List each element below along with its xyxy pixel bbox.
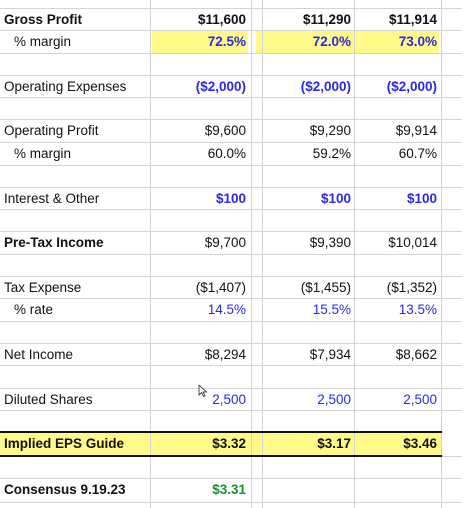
diluted-shares-cell[interactable]: 2,500 <box>317 392 351 407</box>
tax-rate-cell[interactable]: 13.5% <box>398 302 437 317</box>
tax-expense-cell[interactable]: ($1,407) <box>195 280 246 295</box>
interest-other-label: Interest & Other <box>4 191 100 206</box>
gridline <box>0 165 462 166</box>
gridline <box>0 276 462 277</box>
gridline <box>0 388 462 389</box>
operating-margin-cell[interactable]: 59.2% <box>312 146 351 161</box>
consensus-cell[interactable]: $3.31 <box>212 482 246 497</box>
interest-other-cell[interactable]: $100 <box>215 191 246 206</box>
implied-eps-cell[interactable]: $3.17 <box>317 436 351 451</box>
interest-other-cell[interactable]: $100 <box>406 191 437 206</box>
gridline <box>0 298 462 299</box>
eps-top-border <box>0 431 442 433</box>
gridline <box>441 0 442 508</box>
operating-expenses-cell[interactable]: ($2,000) <box>195 79 246 94</box>
gridline <box>0 30 462 31</box>
implied-eps-cell[interactable]: $3.32 <box>212 436 246 451</box>
margin-highlight-band <box>256 31 352 53</box>
gross-profit-cell[interactable]: $11,914 <box>388 12 437 27</box>
gridline <box>0 8 462 9</box>
gridline <box>0 343 462 344</box>
tax-expense-cell[interactable]: ($1,455) <box>300 280 351 295</box>
gridline <box>150 0 151 508</box>
operating-profit-label: Operating Profit <box>4 123 99 138</box>
margin-highlight-band <box>343 31 439 53</box>
operating-expenses-label: Operating Expenses <box>4 79 127 94</box>
gridline <box>0 231 462 232</box>
tax-rate-cell[interactable]: 14.5% <box>207 302 246 317</box>
tax-rate-cell[interactable]: 15.5% <box>312 302 351 317</box>
gridline <box>354 0 355 508</box>
interest-other-cell[interactable]: $100 <box>320 191 351 206</box>
gross-profit-cell[interactable]: $11,600 <box>197 12 246 27</box>
gross-profit-cell[interactable]: $11,290 <box>302 12 351 27</box>
eps-highlight-band <box>0 432 442 456</box>
tax-rate-label: % rate <box>14 302 54 317</box>
gridline <box>0 321 462 322</box>
operating-expenses-cell[interactable]: ($2,000) <box>386 79 437 94</box>
net-income-cell[interactable]: $7,934 <box>309 347 351 362</box>
pretax-income-label: Pre-Tax Income <box>4 235 104 250</box>
gridline <box>0 75 462 76</box>
gridline <box>0 53 462 54</box>
gridline <box>0 187 462 188</box>
implied-eps-label: Implied EPS Guide <box>4 436 125 451</box>
gross-margin-cell[interactable]: 72.0% <box>312 34 351 49</box>
gridline <box>0 365 462 366</box>
pretax-income-cell[interactable]: $10,014 <box>388 235 437 250</box>
mouse-pointer-icon <box>198 385 208 397</box>
net-income-cell[interactable]: $8,294 <box>204 347 246 362</box>
implied-eps-cell[interactable]: $3.46 <box>403 436 437 451</box>
gross-margin-cell[interactable]: 73.0% <box>398 34 437 49</box>
gridline <box>0 502 462 503</box>
operating-margin-cell[interactable]: 60.7% <box>398 146 437 161</box>
net-income-cell[interactable]: $8,662 <box>395 347 437 362</box>
operating-profit-cell[interactable]: $9,290 <box>309 123 351 138</box>
gridline <box>0 478 462 479</box>
consensus-label: Consensus 9.19.23 <box>4 482 126 497</box>
gross-profit-label: Gross Profit <box>4 12 83 27</box>
operating-expenses-cell[interactable]: ($2,000) <box>300 79 351 94</box>
gridline <box>262 0 263 508</box>
gross-margin-cell[interactable]: 72.5% <box>207 34 246 49</box>
tax-expense-cell[interactable]: ($1,352) <box>386 280 437 295</box>
gridline <box>0 209 462 210</box>
margin-highlight-band <box>152 31 248 53</box>
pretax-income-cell[interactable]: $9,390 <box>309 235 351 250</box>
tax-expense-label: Tax Expense <box>4 280 82 295</box>
operating-profit-cell[interactable]: $9,600 <box>204 123 246 138</box>
gridline <box>0 119 462 120</box>
diluted-shares-label: Diluted Shares <box>4 392 93 407</box>
gridline <box>251 0 252 508</box>
gridline <box>0 254 462 255</box>
net-income-label: Net Income <box>4 347 74 362</box>
pretax-income-cell[interactable]: $9,700 <box>204 235 246 250</box>
diluted-shares-cell[interactable]: 2,500 <box>403 392 437 407</box>
gridline <box>0 142 462 143</box>
eps-bottom-border <box>0 455 442 457</box>
gross-margin-label: % margin <box>14 34 72 49</box>
operating-margin-cell[interactable]: 60.0% <box>207 146 246 161</box>
gridline <box>0 410 462 411</box>
gridline <box>0 97 462 98</box>
operating-profit-cell[interactable]: $9,914 <box>395 123 437 138</box>
diluted-shares-cell[interactable]: 2,500 <box>212 392 246 407</box>
operating-margin-label: % margin <box>14 146 72 161</box>
